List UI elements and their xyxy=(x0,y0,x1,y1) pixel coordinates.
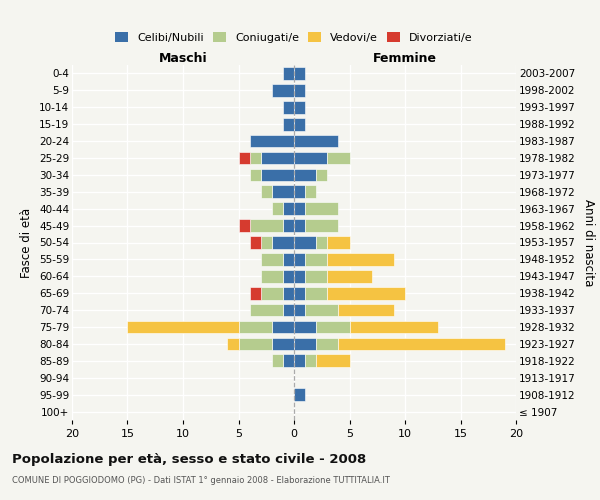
Bar xyxy=(283,118,294,130)
Bar xyxy=(250,220,283,232)
Bar xyxy=(127,320,239,334)
Bar xyxy=(305,354,316,367)
Bar xyxy=(294,270,305,282)
Bar xyxy=(260,168,294,181)
Bar xyxy=(283,67,294,80)
Bar xyxy=(305,287,328,300)
Bar xyxy=(294,236,316,249)
Bar xyxy=(260,287,283,300)
Bar xyxy=(272,354,283,367)
Bar xyxy=(294,220,305,232)
Bar xyxy=(272,186,294,198)
Bar xyxy=(250,304,283,316)
Bar xyxy=(260,152,294,164)
Bar xyxy=(272,236,294,249)
Text: Femmine: Femmine xyxy=(373,52,437,65)
Bar xyxy=(283,101,294,114)
Bar xyxy=(294,84,305,96)
Bar xyxy=(260,186,272,198)
Bar xyxy=(305,186,316,198)
Bar xyxy=(305,270,328,282)
Bar xyxy=(283,220,294,232)
Bar xyxy=(294,101,305,114)
Bar xyxy=(294,118,305,130)
Bar xyxy=(250,287,260,300)
Bar xyxy=(283,202,294,215)
Bar xyxy=(294,168,316,181)
Bar xyxy=(260,270,283,282)
Bar xyxy=(272,84,294,96)
Bar xyxy=(260,236,272,249)
Bar xyxy=(294,202,305,215)
Bar xyxy=(328,287,405,300)
Bar xyxy=(294,134,338,147)
Bar xyxy=(294,67,305,80)
Bar xyxy=(328,152,349,164)
Text: COMUNE DI POGGIODOMO (PG) - Dati ISTAT 1° gennaio 2008 - Elaborazione TUTTITALIA: COMUNE DI POGGIODOMO (PG) - Dati ISTAT 1… xyxy=(12,476,390,485)
Bar xyxy=(294,253,305,266)
Bar xyxy=(260,253,283,266)
Bar xyxy=(239,152,250,164)
Bar xyxy=(338,304,394,316)
Bar xyxy=(316,354,349,367)
Text: Maschi: Maschi xyxy=(158,52,208,65)
Bar xyxy=(305,202,338,215)
Bar xyxy=(316,168,328,181)
Bar xyxy=(250,168,260,181)
Bar xyxy=(250,134,294,147)
Bar xyxy=(239,320,272,334)
Bar xyxy=(294,287,305,300)
Bar xyxy=(305,253,328,266)
Bar xyxy=(328,270,372,282)
Bar xyxy=(328,253,394,266)
Text: Popolazione per età, sesso e stato civile - 2008: Popolazione per età, sesso e stato civil… xyxy=(12,452,366,466)
Bar xyxy=(294,354,305,367)
Bar xyxy=(328,236,349,249)
Legend: Celibi/Nubili, Coniugati/e, Vedovi/e, Divorziati/e: Celibi/Nubili, Coniugati/e, Vedovi/e, Di… xyxy=(111,28,477,48)
Bar xyxy=(316,320,349,334)
Bar xyxy=(239,220,250,232)
Bar xyxy=(338,338,505,350)
Bar xyxy=(283,270,294,282)
Bar xyxy=(283,253,294,266)
Bar xyxy=(250,236,260,249)
Bar xyxy=(294,338,316,350)
Bar xyxy=(283,287,294,300)
Bar xyxy=(272,202,283,215)
Bar xyxy=(239,338,272,350)
Bar xyxy=(305,220,338,232)
Bar xyxy=(294,320,316,334)
Bar xyxy=(272,338,294,350)
Bar xyxy=(294,152,328,164)
Bar xyxy=(227,338,239,350)
Bar xyxy=(294,388,305,401)
Bar xyxy=(283,354,294,367)
Bar xyxy=(283,304,294,316)
Bar xyxy=(316,236,328,249)
Y-axis label: Anni di nascita: Anni di nascita xyxy=(582,199,595,286)
Bar xyxy=(305,304,338,316)
Bar xyxy=(316,338,338,350)
Bar xyxy=(294,186,305,198)
Bar xyxy=(250,152,260,164)
Bar xyxy=(349,320,438,334)
Bar xyxy=(272,320,294,334)
Y-axis label: Fasce di età: Fasce di età xyxy=(20,208,34,278)
Bar xyxy=(294,304,305,316)
